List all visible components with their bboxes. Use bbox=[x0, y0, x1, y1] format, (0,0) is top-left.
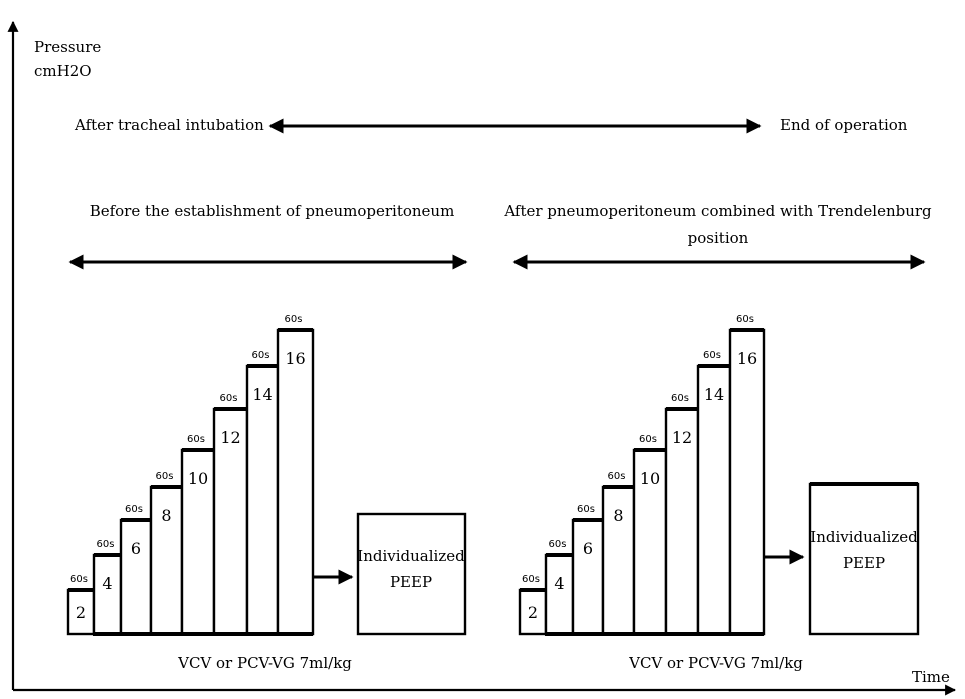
recruitment-staircase-left: 2 60s 4 60s 6 60s 8 60s 10 60s 12 60s 14 60s 16 60s bbox=[66, 314, 315, 636]
top-span-end-label: End of operation bbox=[780, 116, 908, 134]
ventilation-mode-left: VCV or PCV-VG 7ml/kg bbox=[177, 654, 352, 672]
top-span-start-label: After tracheal intubation bbox=[74, 116, 264, 134]
peep-step-right-6 bbox=[571, 518, 605, 636]
peep-step-value-right: 4 bbox=[554, 574, 564, 593]
step-duration-left: 60s bbox=[285, 314, 303, 325]
ventilation-mode-right: VCV or PCV-VG 7ml/kg bbox=[628, 654, 803, 672]
peep-step-value-right: 8 bbox=[613, 506, 623, 525]
peep-step-left-6 bbox=[119, 518, 153, 636]
peep-step-value-left: 10 bbox=[188, 469, 208, 488]
peep-step-right-4 bbox=[544, 553, 575, 636]
step-duration-left: 60s bbox=[220, 393, 238, 404]
peep-step-value-right: 14 bbox=[704, 385, 724, 404]
individualized-peep-left-line1: Individualized bbox=[357, 547, 465, 565]
individualized-peep-box-right bbox=[808, 482, 920, 636]
x-axis-label: Time bbox=[912, 668, 950, 686]
step-duration-left: 60s bbox=[156, 471, 174, 482]
step-duration-right: 60s bbox=[577, 504, 595, 515]
peep-step-left-12 bbox=[212, 407, 249, 636]
individualized-peep-box-left bbox=[356, 512, 467, 636]
peep-step-value-left: 16 bbox=[285, 349, 305, 368]
peep-step-value-left: 6 bbox=[131, 539, 141, 558]
step-duration-left: 60s bbox=[187, 434, 205, 445]
individualized-peep-box-right-cap bbox=[810, 482, 918, 486]
step-duration-right: 60s bbox=[639, 434, 657, 445]
peep-step-value-left: 8 bbox=[161, 506, 171, 525]
peep-step-value-right: 16 bbox=[737, 349, 757, 368]
individualized-peep-right-line1: Individualized bbox=[810, 528, 918, 546]
phase-left-title: Before the establishment of pneumoperito… bbox=[90, 202, 455, 220]
peep-step-value-left: 4 bbox=[102, 574, 112, 593]
step-duration-left: 60s bbox=[252, 350, 270, 361]
step-duration-right: 60s bbox=[736, 314, 754, 325]
phase-right-title-line2: position bbox=[688, 229, 749, 247]
phase-right-title-line1: After pneumoperitoneum combined with Tre… bbox=[503, 202, 932, 220]
peep-step-value-left: 2 bbox=[76, 603, 86, 622]
peep-step-left-16 bbox=[276, 328, 315, 636]
step-duration-left: 60s bbox=[125, 504, 143, 515]
individualized-peep-right-line2: PEEP bbox=[843, 554, 885, 572]
peep-step-value-right: 2 bbox=[528, 603, 538, 622]
peep-step-value-right: 12 bbox=[672, 428, 692, 447]
peep-step-left-4 bbox=[92, 553, 123, 636]
peep-step-value-left: 12 bbox=[220, 428, 240, 447]
peep-step-left-14 bbox=[245, 364, 280, 636]
step-duration-right: 60s bbox=[549, 539, 567, 550]
step-duration-right: 60s bbox=[703, 350, 721, 361]
step-duration-right: 60s bbox=[522, 574, 540, 585]
recruitment-staircase-right: 2 60s 4 60s 6 60s 8 60s 10 60s 12 60s 14 60s 16 60s bbox=[518, 314, 766, 636]
step-duration-left: 60s bbox=[97, 539, 115, 550]
y-axis-unit: cmH2O bbox=[34, 62, 92, 80]
peep-step-value-left: 14 bbox=[252, 385, 272, 404]
peep-step-right-14 bbox=[696, 364, 732, 636]
step-duration-right: 60s bbox=[608, 471, 626, 482]
individualized-peep-left-line2: PEEP bbox=[390, 573, 432, 591]
peep-step-value-right: 6 bbox=[583, 539, 593, 558]
y-axis-label: Pressure bbox=[34, 38, 101, 56]
peep-step-value-right: 10 bbox=[640, 469, 660, 488]
peep-step-right-16 bbox=[728, 328, 766, 636]
step-duration-right: 60s bbox=[671, 393, 689, 404]
step-duration-left: 60s bbox=[70, 574, 88, 585]
